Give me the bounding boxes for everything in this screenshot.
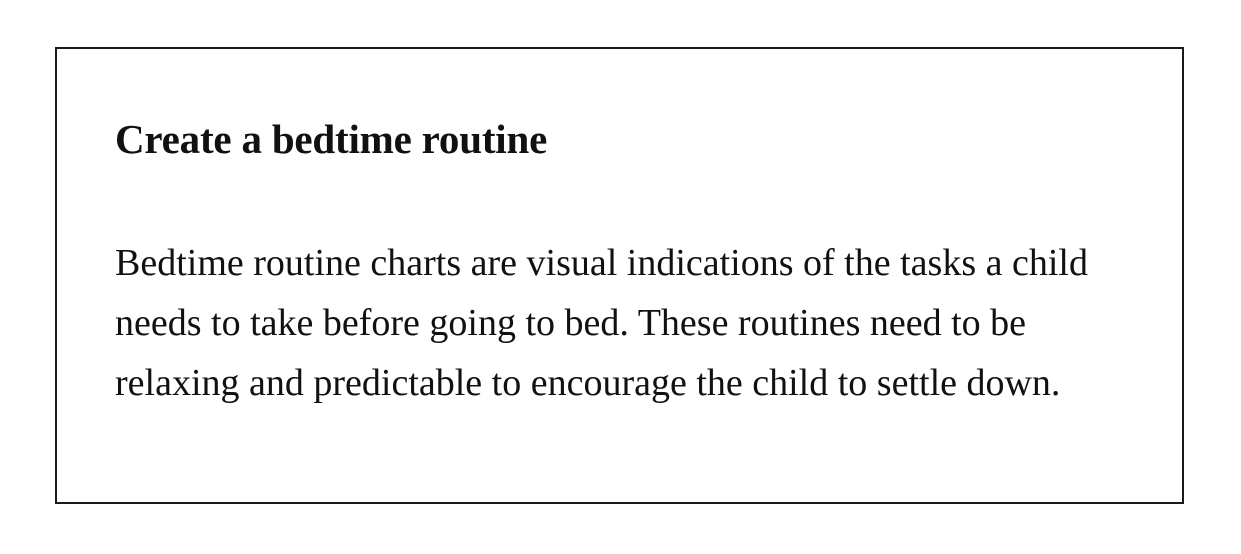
body-line: needs to take before going to bed. These… — [115, 302, 1027, 344]
info-card: Create a bedtime routine Bedtime routine… — [55, 47, 1184, 504]
body-line: Bedtime routine charts are visual indica… — [115, 242, 1088, 284]
card-body-text: Bedtime routine charts are visual indica… — [115, 233, 1145, 413]
card-title: Create a bedtime routine — [115, 116, 548, 162]
body-line: relaxing and predictable to encourage th… — [115, 362, 1061, 404]
